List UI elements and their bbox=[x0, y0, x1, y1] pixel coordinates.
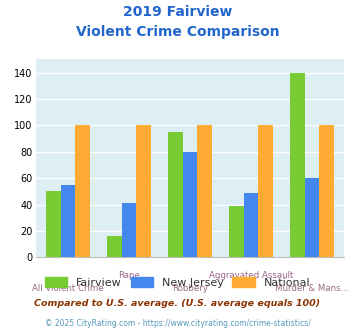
Bar bbox=[244, 193, 258, 257]
Bar bbox=[75, 125, 90, 257]
Text: Rape: Rape bbox=[118, 271, 140, 280]
Bar bbox=[258, 125, 273, 257]
Bar bbox=[136, 125, 151, 257]
Bar bbox=[290, 73, 305, 257]
Text: © 2025 CityRating.com - https://www.cityrating.com/crime-statistics/: © 2025 CityRating.com - https://www.city… bbox=[45, 319, 310, 328]
Text: Murder & Mans...: Murder & Mans... bbox=[275, 284, 349, 293]
Bar bbox=[197, 125, 212, 257]
Bar bbox=[121, 203, 136, 257]
Text: 2019 Fairview: 2019 Fairview bbox=[123, 5, 232, 19]
Bar bbox=[182, 152, 197, 257]
Bar bbox=[107, 236, 121, 257]
Bar bbox=[168, 132, 182, 257]
Bar bbox=[305, 178, 320, 257]
Text: All Violent Crime: All Violent Crime bbox=[32, 284, 104, 293]
Bar bbox=[229, 206, 244, 257]
Text: Aggravated Assault: Aggravated Assault bbox=[209, 271, 293, 280]
Bar bbox=[46, 191, 60, 257]
Text: Robbery: Robbery bbox=[172, 284, 208, 293]
Bar bbox=[60, 185, 75, 257]
Legend: Fairview, New Jersey, National: Fairview, New Jersey, National bbox=[43, 275, 312, 290]
Text: Violent Crime Comparison: Violent Crime Comparison bbox=[76, 25, 279, 39]
Bar bbox=[320, 125, 334, 257]
Text: Compared to U.S. average. (U.S. average equals 100): Compared to U.S. average. (U.S. average … bbox=[34, 299, 321, 308]
